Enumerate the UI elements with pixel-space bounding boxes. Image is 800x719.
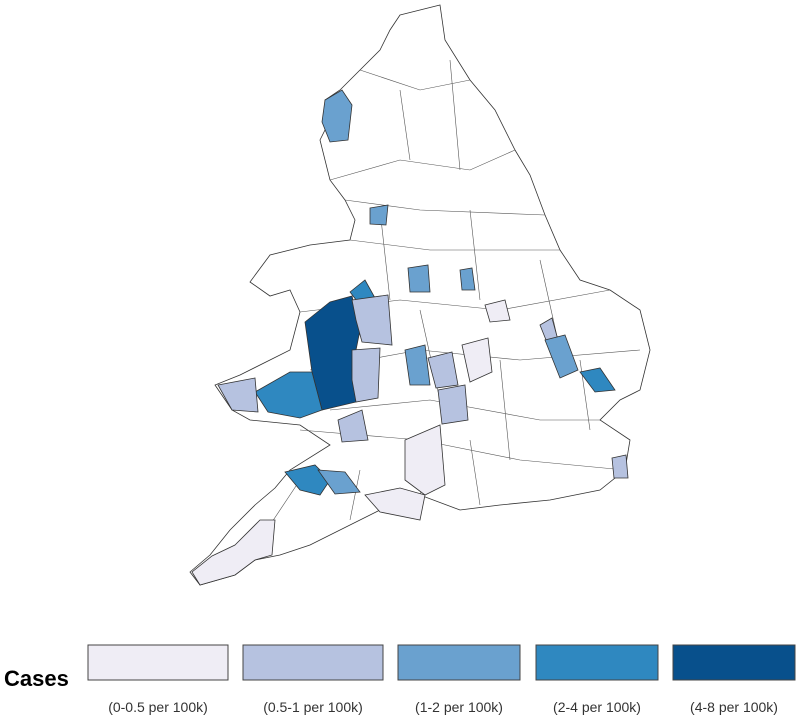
legend: Cases (0-0.5 per 100k) (0.5-1 per 100k) (1… (4, 644, 796, 715)
legend-label: (0.5-1 per 100k) (263, 699, 363, 715)
legend-swatch (87, 644, 229, 681)
region (611, 454, 629, 479)
region (337, 409, 369, 443)
region (404, 344, 431, 386)
region (284, 464, 331, 496)
region (351, 294, 393, 346)
region (459, 267, 476, 291)
region (351, 347, 381, 403)
region (437, 384, 469, 425)
region (369, 204, 389, 226)
region (484, 299, 511, 323)
region (364, 487, 426, 521)
region (191, 519, 276, 586)
region (544, 334, 579, 379)
region (579, 367, 616, 393)
legend-label: (1-2 per 100k) (415, 699, 503, 715)
region (427, 351, 459, 389)
legend-swatch (242, 644, 384, 681)
legend-title: Cases (4, 666, 69, 691)
region (321, 89, 353, 143)
region (407, 264, 431, 293)
legend-label: (4-8 per 100k) (690, 699, 778, 715)
region (461, 337, 493, 383)
region (254, 371, 323, 419)
legend-swatch (535, 644, 659, 681)
region (317, 469, 361, 495)
legend-label: (2-4 per 100k) (553, 699, 641, 715)
region (404, 424, 446, 496)
legend-swatch (672, 644, 796, 681)
regions (191, 89, 629, 586)
legend-label: (0-0.5 per 100k) (108, 699, 208, 715)
legend-swatch (397, 644, 521, 681)
region (217, 377, 259, 413)
